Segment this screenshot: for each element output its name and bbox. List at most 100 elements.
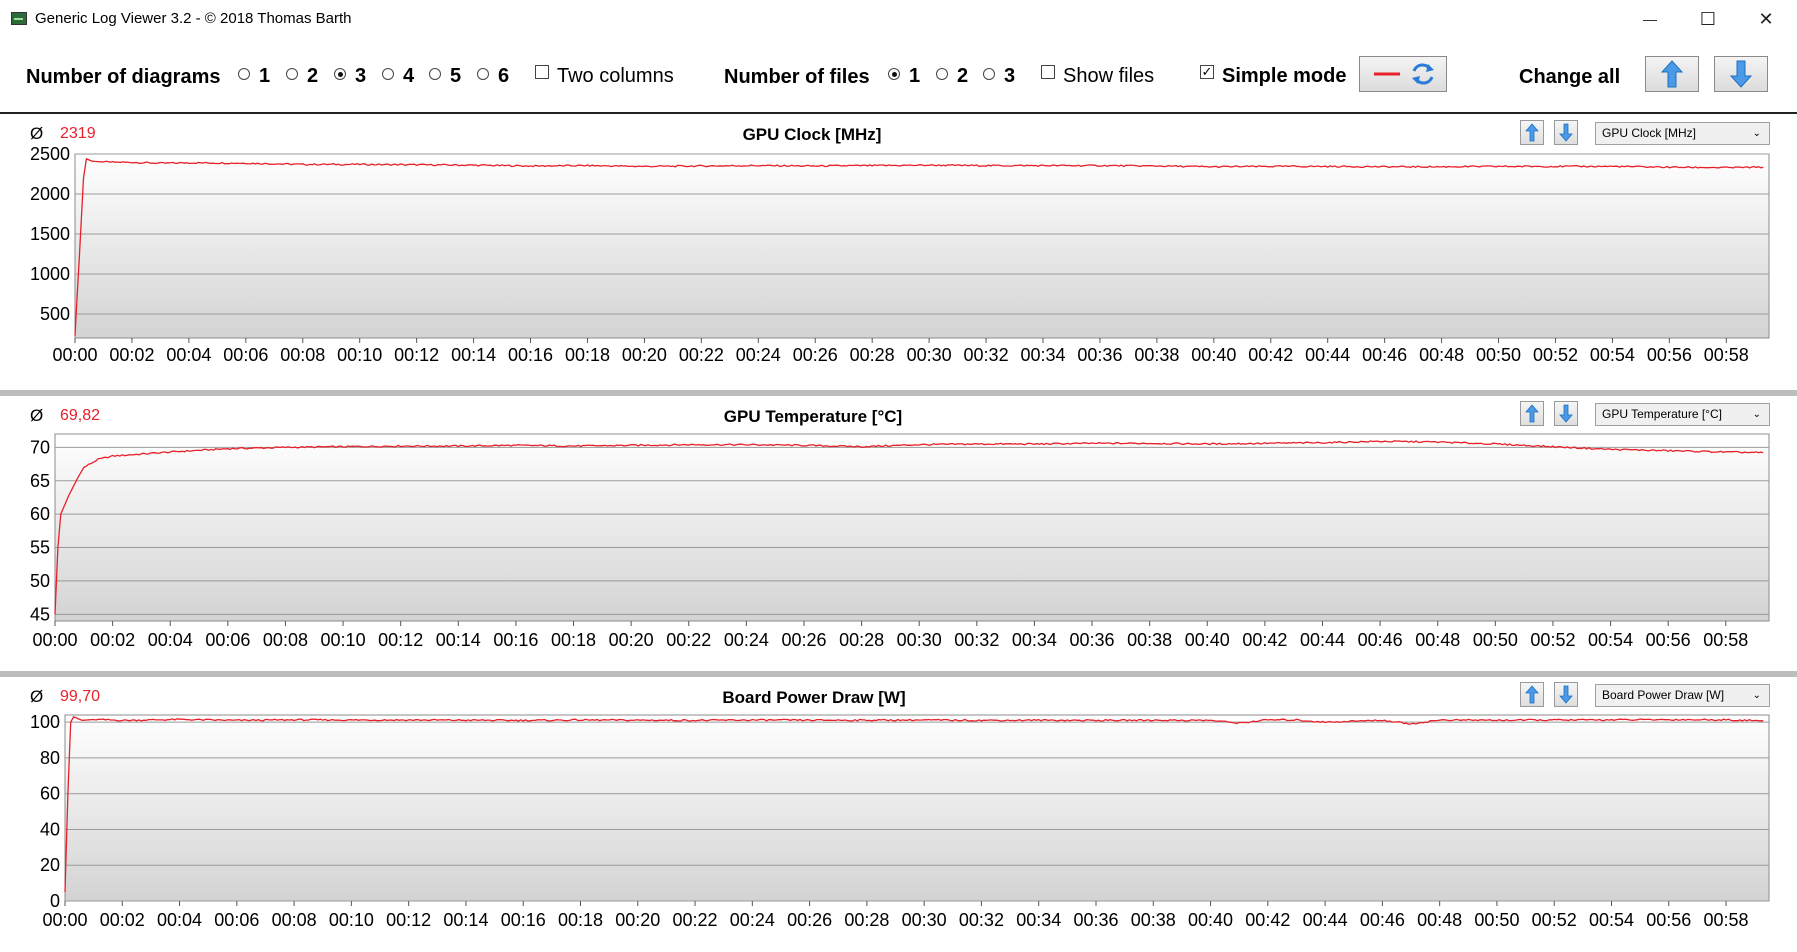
x-tick-label: 00:22 — [679, 345, 724, 365]
panel-divider — [0, 671, 1797, 677]
diagram-radio-1[interactable] — [238, 68, 250, 80]
y-tick-label: 80 — [40, 748, 60, 768]
minimize-button[interactable]: — — [1621, 0, 1679, 38]
x-tick-label: 00:14 — [451, 345, 496, 365]
y-tick-label: 1000 — [30, 264, 70, 284]
x-tick-label: 00:34 — [1016, 910, 1061, 930]
average-symbol: Ø — [30, 687, 44, 706]
x-tick-label: 00:40 — [1191, 345, 1236, 365]
x-tick-label: 00:38 — [1127, 630, 1172, 650]
simple-mode-label: Simple mode — [1222, 65, 1347, 87]
y-tick-label: 2000 — [30, 184, 70, 204]
x-tick-label: 00:46 — [1362, 345, 1407, 365]
change-all-up-button[interactable] — [1645, 56, 1699, 92]
file-radio-1[interactable] — [888, 68, 900, 80]
file-radio-label: 3 — [1004, 65, 1016, 87]
x-tick-label: 00:40 — [1188, 910, 1233, 930]
move-down-button[interactable] — [1554, 120, 1578, 145]
x-tick-label: 00:44 — [1300, 630, 1345, 650]
diagram-radio-2[interactable] — [286, 68, 298, 80]
chevron-down-icon: ⌄ — [1752, 409, 1761, 420]
y-tick-label: 70 — [30, 437, 50, 457]
move-down-button[interactable] — [1554, 682, 1578, 707]
x-tick-label: 00:58 — [1704, 910, 1749, 930]
close-button[interactable]: ✕ — [1737, 0, 1795, 38]
chart-plot: 500 1000 1500 2000 2500 00:00 00:02 00:04 00:06 0… — [30, 144, 1770, 365]
maximize-icon: ☐ — [1699, 8, 1717, 29]
x-tick-label: 00:44 — [1303, 910, 1348, 930]
x-tick-label: 00:20 — [615, 910, 660, 930]
x-tick-label: 00:24 — [736, 345, 781, 365]
x-tick-label: 00:14 — [443, 910, 488, 930]
series-line — [64, 715, 1764, 893]
show-files-checkbox[interactable] — [1041, 65, 1055, 79]
change-all-down-button[interactable] — [1714, 56, 1768, 92]
x-tick-label: 00:50 — [1474, 910, 1519, 930]
panel-divider — [0, 390, 1797, 396]
x-tick-label: 00:40 — [1185, 630, 1230, 650]
diagram-radio-4[interactable] — [382, 68, 394, 80]
x-tick-label: 00:14 — [436, 630, 481, 650]
x-tick-label: 00:04 — [157, 910, 202, 930]
diagram-radio-6[interactable] — [477, 68, 489, 80]
x-tick-label: 00:18 — [551, 630, 596, 650]
arrow-down-icon — [1559, 404, 1573, 423]
diagram-radio-label: 2 — [307, 65, 319, 87]
x-tick-label: 00:50 — [1473, 630, 1518, 650]
move-up-button[interactable] — [1520, 682, 1544, 707]
arrow-down-icon — [1559, 123, 1573, 142]
x-tick-label: 00:32 — [954, 630, 999, 650]
x-tick-label: 00:28 — [850, 345, 895, 365]
x-tick-label: 00:42 — [1248, 345, 1293, 365]
x-tick-label: 00:06 — [214, 910, 259, 930]
diagram-radio-label: 5 — [450, 65, 462, 87]
x-tick-label: 00:18 — [558, 910, 603, 930]
channel-select-value: Board Power Draw [W] — [1602, 688, 1725, 702]
line-style-button[interactable] — [1359, 56, 1447, 92]
y-tick-label: 55 — [30, 538, 50, 558]
x-tick-label: 00:52 — [1533, 345, 1578, 365]
x-tick-label: 00:00 — [52, 345, 97, 365]
x-tick-label: 00:58 — [1704, 345, 1749, 365]
x-tick-label: 00:42 — [1242, 630, 1287, 650]
x-tick-label: 00:24 — [730, 910, 775, 930]
x-tick-label: 00:12 — [378, 630, 423, 650]
x-tick-label: 00:52 — [1532, 910, 1577, 930]
x-tick-label: 00:56 — [1646, 910, 1691, 930]
file-radio-3[interactable] — [983, 68, 995, 80]
channel-select[interactable]: GPU Temperature [°C] ⌄ — [1595, 403, 1770, 426]
y-tick-label: 20 — [40, 855, 60, 875]
x-tick-label: 00:32 — [964, 345, 1009, 365]
maximize-button[interactable]: ☐ — [1679, 0, 1737, 38]
plot-area — [54, 433, 1770, 622]
diagram-radio-5[interactable] — [429, 68, 441, 80]
y-tick-label: 45 — [30, 604, 50, 624]
move-up-button[interactable] — [1520, 120, 1544, 145]
chevron-down-icon: ⌄ — [1752, 690, 1761, 701]
diagram-radio-3[interactable] — [334, 68, 346, 80]
file-radio-2[interactable] — [936, 68, 948, 80]
line-color-icon — [1374, 63, 1434, 85]
x-tick-label: 00:12 — [394, 345, 439, 365]
x-tick-label: 00:48 — [1419, 345, 1464, 365]
move-up-button[interactable] — [1520, 401, 1544, 426]
files-label: Number of files — [724, 66, 870, 88]
x-tick-label: 00:44 — [1305, 345, 1350, 365]
show-files-label: Show files — [1063, 65, 1155, 87]
two-columns-checkbox[interactable] — [535, 65, 549, 79]
window-title: Generic Log Viewer 3.2 - © 2018 Thomas B… — [35, 10, 352, 27]
x-tick-label: 00:28 — [839, 630, 884, 650]
channel-select[interactable]: GPU Clock [MHz] ⌄ — [1595, 122, 1770, 145]
y-tick-label: 50 — [30, 571, 50, 591]
x-tick-label: 00:36 — [1070, 630, 1115, 650]
file-radio-label: 1 — [909, 65, 921, 87]
channel-select[interactable]: Board Power Draw [W] ⌄ — [1595, 684, 1770, 707]
y-tick-label: 0 — [50, 891, 60, 911]
chart-plot: 0 20 40 60 80 100 00:00 00:02 00:04 00:06 00:08 00:… — [30, 712, 1770, 930]
x-tick-label: 00:26 — [781, 630, 826, 650]
diagram-radio-label: 3 — [355, 65, 367, 87]
channel-select-value: GPU Temperature [°C] — [1602, 407, 1722, 421]
y-tick-label: 40 — [40, 819, 60, 839]
move-down-button[interactable] — [1554, 401, 1578, 426]
simple-mode-checkbox[interactable]: ✓ — [1200, 64, 1214, 79]
